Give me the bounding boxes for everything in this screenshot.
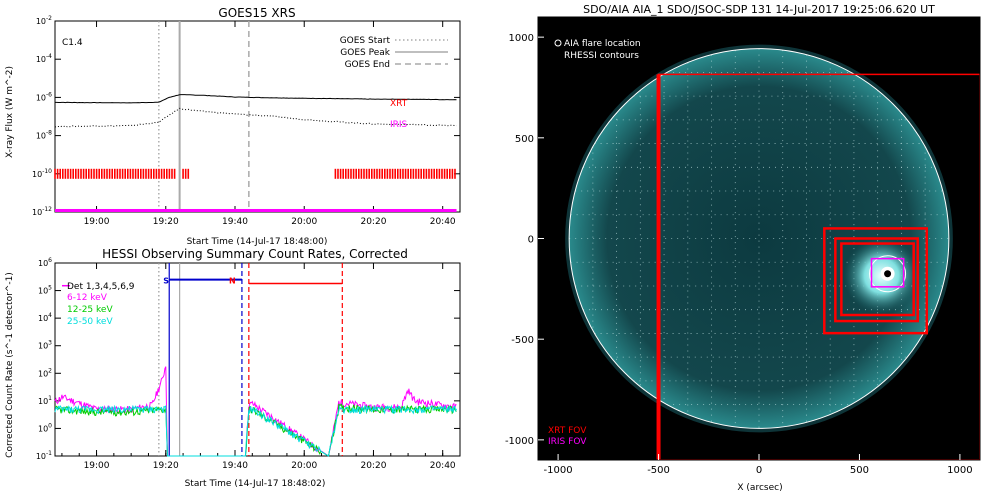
hessi-series-25-50keV	[54, 404, 457, 457]
legend-goes-end: GOES End	[345, 60, 390, 70]
iris-coverage-bar	[55, 208, 457, 212]
hessi-panel: HESSI Observing Summary Count Rates, Cor…	[5, 247, 461, 489]
aia-legend-rhessi: RHESSI contours	[564, 51, 639, 61]
aia-image	[565, 44, 980, 460]
flare-location-marker-icon	[554, 39, 562, 47]
hessi-ytick-label: 103	[38, 340, 52, 351]
hessi-legend-title: Det 1,3,4,5,6,9	[67, 282, 135, 292]
hessi-ytick-label: 10-1	[36, 450, 52, 461]
hessi-plot-area: 19:00 19:20 19:40 20:00 20:20 20:40 10-1 100 101…	[36, 257, 461, 471]
aia-ytick-label: 500	[515, 134, 534, 145]
goes-ytick-label: 10-12	[32, 206, 52, 217]
aia-xtick-label: 500	[850, 465, 869, 476]
goes-frame	[54, 20, 461, 213]
xrt-fov-box	[823, 227, 929, 335]
hessi-xtick-label: 19:20	[153, 461, 179, 471]
flare-location-marker	[884, 270, 892, 278]
hessi-xtick-label: 20:20	[360, 461, 386, 471]
goes-class-label: C1.4	[62, 38, 83, 48]
goes-xtick-label: 19:40	[222, 217, 248, 227]
hessi-ytick-label: 105	[38, 285, 52, 296]
hessi-xtick-label: 19:40	[222, 461, 248, 471]
xrt-fov-label: XRT FOV	[548, 426, 587, 436]
aia-xtick-label: -500	[647, 465, 670, 476]
xrt-label: XRT	[390, 99, 408, 109]
goes-panel: GOES15 XRS 19:00 19:20 19:40 20:00 20:20 20:4…	[5, 6, 461, 247]
goes-legend: GOES Start GOES Peak GOES End	[340, 36, 448, 70]
aia-ytick-label: -500	[511, 335, 534, 346]
iris-fov-label: IRIS FOV	[548, 437, 587, 447]
iris-label: IRIS	[390, 120, 408, 130]
goes-ytick-label: 10-8	[36, 130, 52, 141]
hessi-ytick-label: 104	[38, 312, 52, 323]
hessi-ytick-label: 100	[38, 422, 52, 433]
aia-xtick-label: 0	[756, 465, 762, 476]
aia-xlabel: X (arcsec)	[737, 483, 782, 493]
hessi-ytick-label: 106	[38, 257, 52, 268]
legend-goes-peak: GOES Peak	[340, 48, 390, 58]
goes-xtick-label: 20:00	[291, 217, 317, 227]
hessi-ytick-label: 101	[38, 395, 52, 406]
iris-fov-box	[870, 257, 905, 288]
hessi-frame	[54, 262, 461, 457]
goes-title: GOES15 XRS	[218, 6, 295, 20]
goes-ylabel: X-ray Flux (W m^-2)	[5, 66, 15, 158]
rhessi-contour	[869, 255, 907, 293]
aia-plot-area: -1000 -500 0 500 1000 -1000 -500 0 500 1000	[505, 16, 981, 476]
hessi-xtick-label: 20:00	[291, 461, 317, 471]
goes-plot-area: 19:00 19:20 19:40 20:00 20:20 20:40 10-12 10-10…	[32, 15, 461, 227]
aia-legend: AIA flare location RHESSI contours	[554, 39, 641, 61]
goes-xtick-label: 20:20	[360, 217, 386, 227]
goes-ytick-label: 10-2	[36, 15, 52, 26]
aia-ytick-label: 1000	[509, 33, 534, 44]
goes-ytick-label: 10-4	[36, 53, 52, 64]
goes-xtick-label: 19:00	[84, 217, 110, 227]
aia-legend-flare: AIA flare location	[564, 39, 641, 49]
aia-ytick-label: 0	[528, 235, 534, 246]
goes-ytick-label: 10-10	[32, 168, 52, 179]
goes-xtick-label: 19:20	[153, 217, 179, 227]
aia-panel: SDO/AIA AIA_1 SDO/JSOC-SDP 131 14-Jul-20…	[505, 3, 981, 493]
goes-ytick-label: 10-6	[36, 91, 52, 102]
hessi-ytick-label: 102	[38, 367, 52, 378]
hessi-title: HESSI Observing Summary Count Rates, Cor…	[102, 247, 408, 261]
hessi-legend: Det 1,3,4,5,6,9 6-12 keV 12-25 keV 25-50…	[67, 282, 135, 327]
aia-ytick-label: -1000	[505, 436, 534, 447]
xrt-fov-box	[834, 237, 919, 323]
legend-goes-start: GOES Start	[340, 36, 391, 46]
aia-title: SDO/AIA AIA_1 SDO/JSOC-SDP 131 14-Jul-20…	[583, 3, 935, 16]
aia-xtick-label: 1000	[947, 465, 972, 476]
goes-xtick-label: 20:40	[430, 217, 456, 227]
legend-25-50kev: 25-50 keV	[67, 317, 113, 327]
hessi-annotation: S	[163, 277, 169, 286]
hessi-xtick-label: 20:40	[430, 461, 456, 471]
hessi-series-6-12keV	[54, 366, 457, 457]
aia-xtick-label: -1000	[544, 465, 573, 476]
goes-xlabel: Start Time (14-Jul-17 18:48:00)	[187, 237, 328, 247]
xrt-fov-box	[840, 242, 915, 317]
legend-12-25kev: 12-25 keV	[67, 305, 113, 315]
hessi-xtick-label: 19:00	[84, 461, 110, 471]
solar-limb	[568, 48, 950, 429]
goes-short-channel-line	[54, 107, 457, 128]
legend-6-12kev: 6-12 keV	[67, 293, 108, 303]
goes-long-channel-line	[55, 94, 457, 104]
hessi-series-12-25keV	[54, 403, 457, 457]
hessi-xlabel: Start Time (14-Jul-17 18:48:02)	[185, 479, 326, 489]
hessi-annotation: N	[229, 277, 236, 286]
hessi-ylabel: Corrected Count Rate (s^-1 detector^-1)	[5, 272, 15, 458]
